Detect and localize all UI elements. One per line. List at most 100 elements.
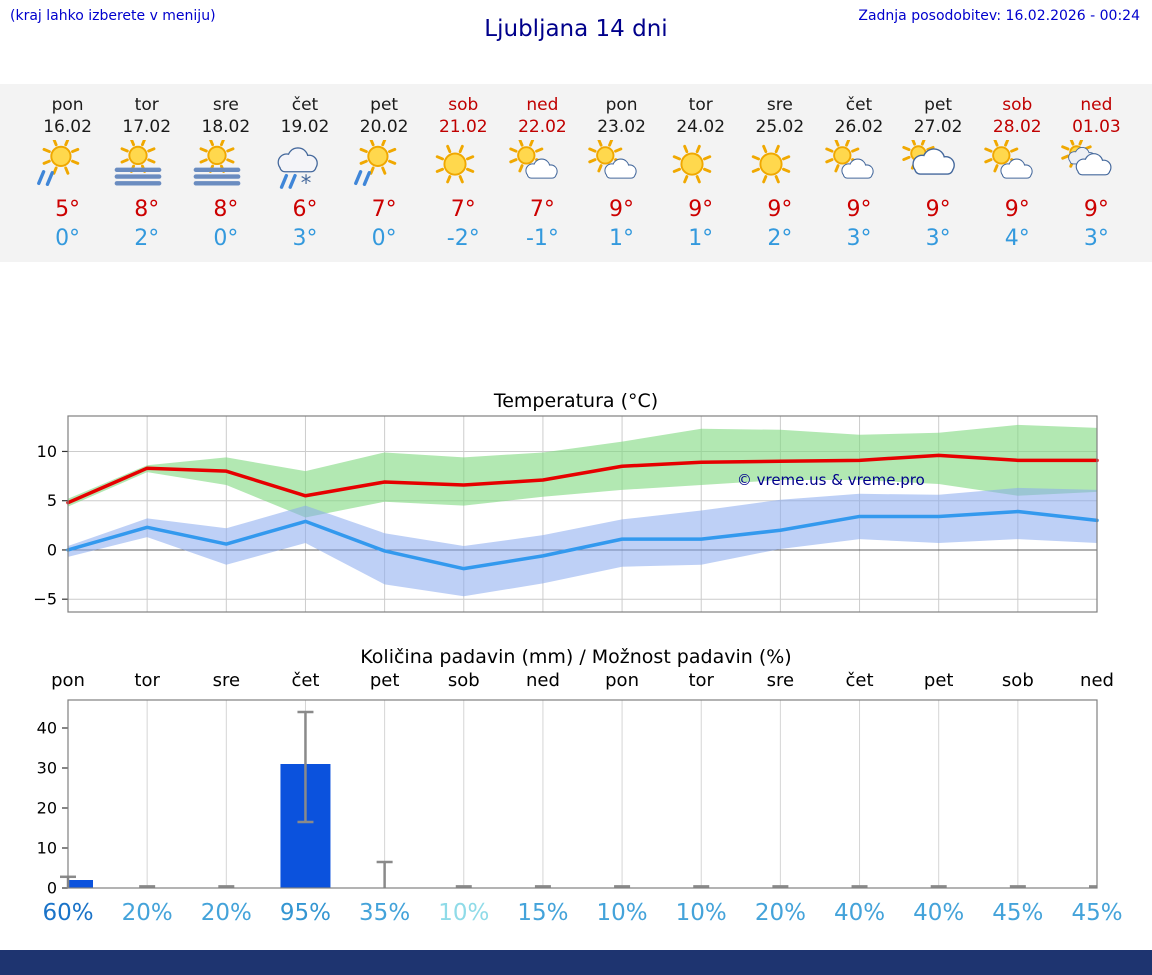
precip-probability: 95%: [279, 900, 332, 926]
sun-showers-icon: [28, 140, 107, 192]
day-name: pon: [605, 95, 638, 115]
precip-day-label: tor: [688, 670, 714, 691]
day-date: 16.02: [43, 117, 92, 137]
day-name: sre: [212, 95, 239, 115]
temp-min: 0°: [213, 226, 239, 251]
precip-probability: 20%: [121, 900, 173, 926]
temp-min: 2°: [134, 226, 160, 251]
svg-text:5: 5: [47, 491, 57, 510]
sun-fog-icon: [107, 140, 186, 192]
svg-text:0: 0: [47, 540, 57, 559]
svg-text:0: 0: [47, 879, 57, 897]
precip-day-label: sre: [766, 670, 795, 691]
mostly-sunny-icon: [582, 140, 661, 192]
temp-max: 7°: [450, 197, 476, 222]
forecast-day-column: tor 24.02 9° 1°: [661, 94, 740, 262]
mostly-cloudy-icon: [899, 140, 978, 192]
temp-min: 2°: [767, 226, 793, 251]
day-date: 19.02: [280, 117, 330, 137]
precip-day-label: ned: [525, 670, 560, 691]
day-date: 18.02: [201, 117, 251, 137]
precipitation-chart-section: Količina padavin (mm) / Možnost padavin …: [0, 644, 1152, 934]
precip-day-label: čet: [845, 670, 874, 691]
precip-probability: 45%: [992, 900, 1044, 926]
temp-min: 0°: [55, 226, 81, 251]
temp-min: 0°: [371, 226, 397, 251]
temp-max: 6°: [292, 197, 318, 222]
temp-max: 5°: [55, 197, 81, 222]
temp-max: 7°: [371, 197, 397, 222]
mostly-sunny-icon: [978, 140, 1057, 192]
day-date: 20.02: [359, 117, 409, 137]
temp-max: 8°: [213, 197, 239, 222]
watermark: © vreme.us & vreme.pro: [737, 471, 925, 489]
forecast-day-column: tor 17.02 8° 2°: [107, 94, 186, 262]
temperature-chart: −5 0 5 10 © vreme.us & vreme.pro: [33, 415, 1099, 613]
precip-day-label: pet: [923, 670, 954, 691]
mostly-sunny-icon: [819, 140, 898, 192]
forecast-day-column: pet 20.02 7° 0°: [345, 94, 424, 262]
svg-text:10: 10: [37, 442, 57, 461]
day-date: 23.02: [597, 117, 646, 137]
temp-max: 9°: [688, 197, 714, 222]
day-name: čet: [845, 95, 873, 115]
last-update-label: Zadnja posodobitev: 16.02.2026 - 00:24: [858, 8, 1140, 24]
day-name: čet: [291, 95, 319, 115]
day-name: sre: [766, 95, 793, 115]
precipitation-chart-title: Količina padavin (mm) / Možnost padavin …: [360, 646, 792, 668]
temp-min: -1°: [525, 226, 559, 251]
day-name: tor: [688, 95, 713, 115]
sun-icon: [661, 140, 740, 192]
day-date: 26.02: [834, 117, 884, 137]
forecast-day-column: sob 28.02 9° 4°: [978, 94, 1057, 262]
day-name: pon: [51, 95, 84, 115]
sun-icon: [740, 140, 819, 192]
precip-probabilities-row: 60% 20% 20% 95% 35% 10% 15% 10% 10% 20% 40% 40% 45% 4…: [0, 900, 1152, 934]
day-date: 22.02: [518, 117, 567, 137]
temp-max: 8°: [134, 197, 160, 222]
day-name: sob: [1002, 95, 1033, 115]
precip-day-label: ned: [1080, 670, 1114, 691]
precip-day-label: čet: [291, 670, 320, 691]
precip-probability: 10%: [596, 900, 648, 926]
precip-probability: 20%: [200, 900, 252, 926]
forecast-day-column: čet 19.02 * 6° 3°: [265, 94, 344, 262]
precip-day-label: sob: [447, 670, 480, 691]
svg-text:10: 10: [37, 839, 57, 858]
forecast-day-column: sre 25.02 9° 2°: [740, 94, 819, 262]
precip-day-label: pet: [369, 670, 400, 691]
precipitation-chart: 0 10 20 30 40: [37, 699, 1098, 897]
day-name: ned: [1080, 95, 1113, 115]
forecast-day-column: pon 23.02 9° 1°: [582, 94, 661, 262]
precip-day-labels-row: pon tor sre čet pet sob ned pon tor sre čet pet sob n…: [0, 670, 1152, 696]
menu-hint[interactable]: (kraj lahko izberete v meniju): [10, 8, 216, 24]
footer-bar: [0, 950, 1152, 975]
precip-probability: 15%: [517, 900, 569, 926]
day-name: tor: [134, 95, 159, 115]
temp-min: 1°: [688, 226, 714, 251]
temp-max: 9°: [609, 197, 635, 222]
cloudy-icon: [1057, 140, 1136, 192]
svg-text:−5: −5: [33, 590, 57, 609]
temperature-chart-section: Temperatura (°C) −5 0 5 10 © vreme.us & vrem…: [0, 388, 1152, 620]
svg-text:30: 30: [37, 759, 57, 778]
day-name: ned: [526, 95, 559, 115]
forecast-day-column: sre 18.02 8° 0°: [186, 94, 265, 262]
day-name: sob: [448, 95, 479, 115]
temp-max: 9°: [767, 197, 793, 222]
precip-probability: 10%: [438, 900, 490, 926]
page-title: Ljubljana 14 dni: [484, 16, 668, 42]
forecast-day-column: sob 21.02 7° -2°: [424, 94, 503, 262]
day-date: 24.02: [676, 117, 726, 137]
day-date: 28.02: [992, 117, 1042, 137]
temp-max: 9°: [846, 197, 872, 222]
precip-probability: 40%: [913, 900, 965, 926]
temp-min: -2°: [446, 226, 480, 251]
temp-min: 3°: [925, 226, 951, 251]
precip-probability: 20%: [754, 900, 806, 926]
temp-max: 7°: [529, 197, 555, 222]
day-date: 21.02: [438, 117, 488, 137]
svg-text:20: 20: [37, 799, 57, 818]
precip-day-label: pon: [605, 670, 639, 691]
forecast-day-column: pon 16.02 5° 0°: [28, 94, 107, 262]
